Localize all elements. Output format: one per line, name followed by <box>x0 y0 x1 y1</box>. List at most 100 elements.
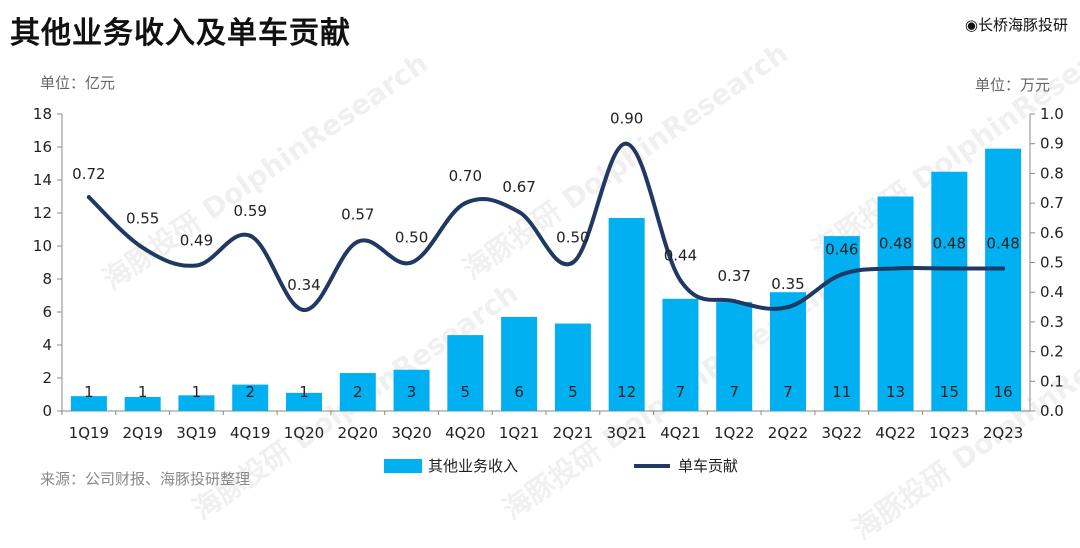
x-tick-label: 2Q23 <box>983 424 1023 442</box>
bar <box>124 396 161 411</box>
bar <box>393 369 430 411</box>
y-right-tick-label: 0.1 <box>1040 372 1064 390</box>
y-right-tick-label: 0.8 <box>1040 164 1064 182</box>
combo-chart: 0246810121416180.00.10.20.30.40.50.60.70… <box>33 105 1064 442</box>
bar <box>286 392 322 411</box>
x-tick-label: 3Q22 <box>822 424 862 442</box>
y-right-tick-label: 0.2 <box>1040 343 1064 361</box>
line-value-label: 0.49 <box>180 231 213 249</box>
bar <box>339 373 376 411</box>
bar-value-label: 2 <box>245 383 255 401</box>
chart-title: 其他业务收入及单车贡献 <box>10 16 351 51</box>
line-point <box>732 299 737 304</box>
bar-value-label: 1 <box>84 383 94 401</box>
bar <box>178 395 215 411</box>
x-tick-label: 3Q20 <box>391 424 431 442</box>
line-value-label: 0.48 <box>986 234 1019 252</box>
y-right-tick-label: 0.3 <box>1040 313 1064 331</box>
bar-value-label: 7 <box>676 383 686 401</box>
line-point <box>302 308 306 313</box>
bar <box>447 335 484 411</box>
x-tick-label: 1Q19 <box>69 424 109 442</box>
x-tick-label: 2Q22 <box>768 424 808 442</box>
line-series-path <box>86 141 1006 313</box>
bar <box>70 396 107 411</box>
y-right-tick-label: 0.5 <box>1040 254 1064 272</box>
x-tick-label: 1Q20 <box>284 424 324 442</box>
y-left-tick-label: 6 <box>42 303 52 321</box>
brand-name: 长桥海豚投研 <box>977 16 1068 34</box>
x-tick-label: 4Q19 <box>230 424 270 442</box>
line-point <box>678 278 683 283</box>
x-tick-label: 3Q21 <box>606 424 646 442</box>
bar <box>232 384 269 411</box>
line-value-label: 0.35 <box>771 275 804 293</box>
left-unit-label: 单位：亿元 <box>40 74 116 92</box>
line-value-label: 0.67 <box>502 178 535 196</box>
x-tick-label: 1Q23 <box>929 424 969 442</box>
bar-value-label: 1 <box>138 383 148 401</box>
line-point <box>1001 266 1006 271</box>
line-point <box>86 195 91 200</box>
brand-logo-icon: ◉ <box>964 16 978 34</box>
bar-value-label: 5 <box>461 383 471 401</box>
line-value-label: 0.37 <box>718 267 751 285</box>
y-left-tick-label: 10 <box>33 237 52 255</box>
bar-value-label: 12 <box>617 383 636 401</box>
line-value-label: 0.50 <box>556 229 589 247</box>
line-value-label: 0.44 <box>664 246 697 264</box>
line-value-label: 0.57 <box>341 206 374 224</box>
line-value-label: 0.48 <box>933 234 966 252</box>
line-point <box>463 201 468 206</box>
bar-value-label: 16 <box>994 383 1013 401</box>
y-left-tick-label: 4 <box>42 336 52 354</box>
line-value-label: 0.70 <box>449 167 482 185</box>
y-left-tick-label: 12 <box>33 204 52 222</box>
line-point <box>624 141 629 146</box>
y-right-tick-label: 0.6 <box>1040 224 1064 242</box>
y-left-tick-label: 16 <box>33 138 52 156</box>
legend-item-bar: 其他业务收入 <box>384 455 518 476</box>
y-right-tick-label: 0.7 <box>1040 194 1064 212</box>
bar <box>501 316 538 411</box>
bar <box>770 292 806 411</box>
x-tick-label: 2Q19 <box>122 424 162 442</box>
line-point <box>248 233 253 238</box>
y-right-tick-label: 0.9 <box>1040 135 1064 153</box>
line-value-label: 0.34 <box>287 276 320 294</box>
x-tick-label: 3Q19 <box>176 424 216 442</box>
bar <box>608 217 645 411</box>
bar-value-label: 1 <box>192 383 202 401</box>
bar-value-label: 7 <box>783 383 793 401</box>
y-left-tick-label: 2 <box>42 369 52 387</box>
bar-value-label: 13 <box>886 383 905 401</box>
bar <box>823 236 860 411</box>
bar <box>877 196 914 411</box>
right-unit-label: 单位：万元 <box>974 76 1050 94</box>
legend-item-line: 单车贡献 <box>634 455 738 476</box>
y-left-tick-label: 18 <box>33 105 52 123</box>
line-point <box>570 260 575 265</box>
bar <box>662 298 699 411</box>
x-tick-label: 4Q21 <box>660 424 700 442</box>
line-point <box>409 260 414 265</box>
y-right-tick-label: 0.4 <box>1040 283 1064 301</box>
x-tick-label: 2Q20 <box>338 424 378 442</box>
line-value-label: 0.48 <box>879 234 912 252</box>
line-value-label: 0.72 <box>72 165 105 183</box>
y-left-tick-label: 0 <box>42 402 52 420</box>
bar-value-label: 1 <box>299 383 309 401</box>
legend-bar-swatch <box>384 458 422 473</box>
bar-value-label: 2 <box>353 383 363 401</box>
legend-bar-label: 其他业务收入 <box>428 457 519 475</box>
bar-value-label: 15 <box>940 383 959 401</box>
line-value-label: 0.59 <box>234 202 267 220</box>
x-tick-label: 2Q21 <box>553 424 593 442</box>
line-value-label: 0.55 <box>126 210 159 228</box>
line-point <box>194 263 199 268</box>
line-value-label: 0.46 <box>825 240 858 258</box>
x-tick-label: 4Q20 <box>445 424 485 442</box>
line-point <box>893 266 898 271</box>
line-point <box>355 239 360 244</box>
y-left-tick-label: 8 <box>42 270 52 288</box>
